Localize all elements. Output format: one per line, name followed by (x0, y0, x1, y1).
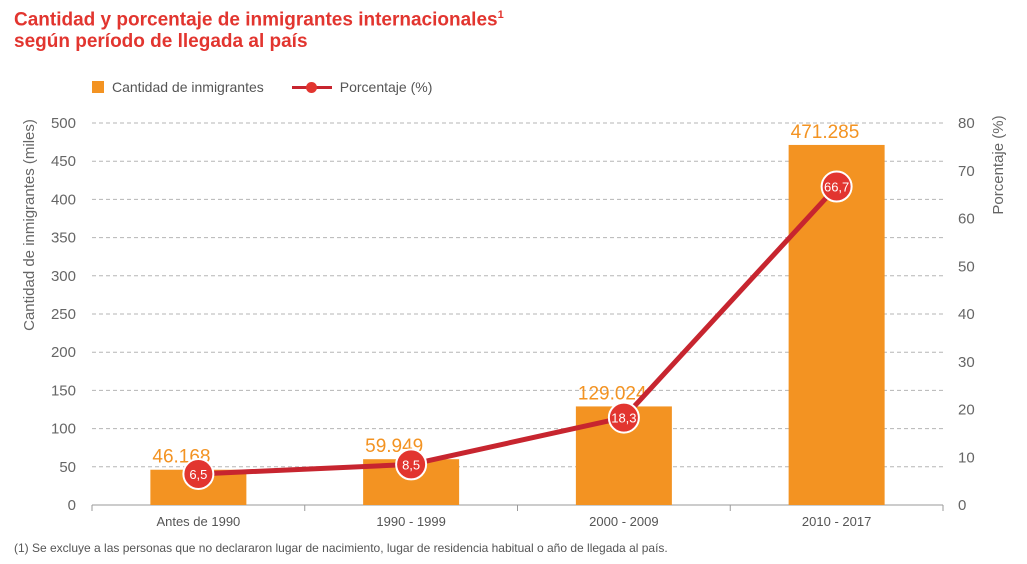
y-tick-left: 350 (51, 230, 76, 247)
bar-value-label: 129.024 (578, 383, 647, 404)
y-tick-left: 400 (51, 191, 76, 208)
legend-bar-label: Cantidad de inmigrantes (112, 79, 264, 95)
chart-title-line2: según período de llegada al país (14, 31, 308, 53)
percentage-label: 6,5 (189, 467, 207, 482)
chart-legend: Cantidad de inmigrantes Porcentaje (%) (92, 77, 460, 97)
footnote: (1) Se excluye a las personas que no dec… (14, 541, 668, 555)
percentage-line (198, 184, 839, 477)
legend-bar-swatch (92, 81, 104, 93)
x-tick-label: 1990 - 1999 (376, 514, 445, 529)
y-tick-right: 50 (958, 258, 975, 275)
y-tick-left: 100 (51, 421, 76, 438)
chart-title: Cantidad y porcentaje de inmigrantes int… (14, 4, 504, 53)
x-tick-label: 2010 - 2017 (802, 514, 871, 529)
percentage-marker (182, 457, 215, 490)
y-tick-left: 500 (51, 115, 76, 132)
y-tick-left: 200 (51, 344, 76, 361)
bar-value-label: 471.285 (791, 122, 860, 143)
chart-title-footnote-mark: 1 (497, 9, 504, 21)
bar (788, 144, 885, 505)
y-tick-right: 80 (958, 115, 975, 132)
percentage-label: 18,3 (611, 411, 636, 426)
y-axis-label-left: Cantidad de inmigrantes (miles) (21, 119, 38, 331)
legend-line-label: Porcentaje (%) (339, 79, 433, 95)
y-tick-right: 0 (958, 497, 966, 514)
y-tick-right: 60 (958, 211, 975, 228)
legend-item-bars: Cantidad de inmigrantes (92, 79, 264, 95)
y-tick-right: 40 (958, 306, 975, 323)
percentage-marker (395, 448, 428, 481)
x-tick-label: Antes de 1990 (156, 514, 240, 529)
y-tick-right: 70 (958, 163, 975, 180)
legend-line-swatch (291, 80, 332, 94)
y-tick-right: 20 (958, 402, 975, 419)
y-tick-right: 10 (958, 449, 975, 466)
y-tick-right: 30 (958, 354, 975, 371)
percentage-label: 8,5 (402, 457, 420, 472)
y-axis-label-right: Porcentaje (%) (990, 115, 1007, 214)
percentage-marker (820, 170, 853, 203)
y-tick-left: 300 (51, 268, 76, 285)
y-tick-left: 450 (51, 153, 76, 170)
percentage-label: 66,7 (824, 180, 849, 195)
chart-title-line1: Cantidad y porcentaje de inmigrantes int… (14, 9, 498, 31)
y-tick-left: 0 (68, 497, 76, 514)
y-tick-left: 250 (51, 306, 76, 323)
legend-item-line: Porcentaje (%) (291, 79, 433, 95)
x-tick-label: 2000 - 2009 (589, 514, 658, 529)
percentage-marker (607, 401, 640, 434)
y-tick-left: 50 (59, 459, 76, 476)
y-tick-left: 150 (51, 382, 76, 399)
